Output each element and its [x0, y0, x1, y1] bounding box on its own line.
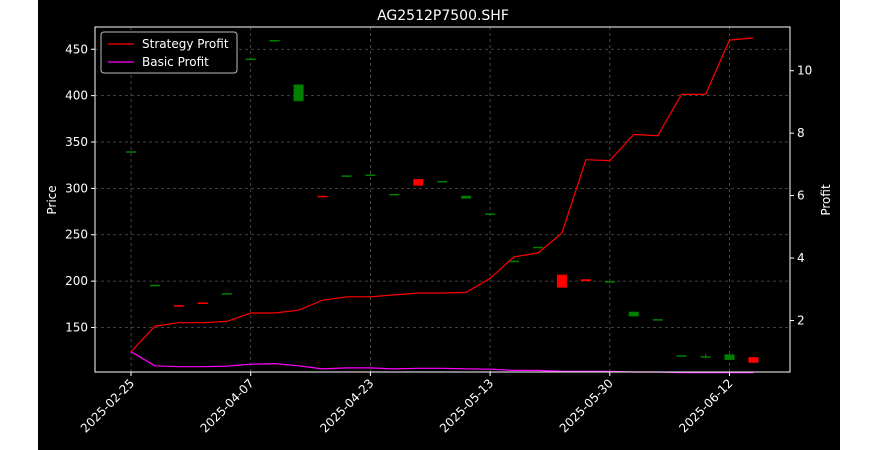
candle-body: [341, 175, 352, 177]
candle-body: [149, 284, 160, 287]
candle-body: [317, 195, 328, 198]
y-tick-label: 300: [65, 181, 88, 195]
chart-title: AG2512P7500.SHF: [377, 8, 509, 24]
x-tick-label: 2025-06-12: [676, 376, 735, 435]
y-tick-label: 150: [65, 320, 88, 334]
x-tick-label: 2025-05-13: [437, 376, 496, 435]
axes-layer: 150 200 250 300 350 400 450 2 4 6 8 10 2025-02-25 202…: [65, 42, 812, 435]
candle-body: [652, 319, 663, 321]
basic-profit-line: [130, 351, 754, 374]
candle-body: [748, 357, 759, 363]
x-tick-label: 2025-02-25: [78, 376, 137, 435]
legend-basic-label: Basic Profit: [142, 55, 209, 69]
y2-axis-label: Profit: [819, 184, 833, 216]
strategy-profit-line: [130, 37, 754, 353]
candle-body: [245, 58, 256, 61]
candle-body: [604, 281, 615, 283]
x-tick-label: 2025-05-30: [557, 376, 616, 435]
candle-body: [532, 246, 543, 249]
candle-body: [580, 279, 591, 282]
y2-tick-label: 10: [797, 64, 812, 78]
y-tick-label: 200: [65, 274, 88, 288]
candle-body: [173, 305, 184, 307]
candles-layer: [126, 39, 759, 363]
candle-body: [197, 302, 208, 304]
legend-box: [100, 31, 238, 74]
candle-body: [389, 193, 400, 196]
y2-tick-label: 6: [797, 189, 805, 203]
y2-tick-label: 4: [797, 251, 805, 265]
candle-body: [293, 84, 304, 102]
candle-body: [724, 354, 735, 360]
profit-lines-layer: [130, 37, 754, 374]
legend-strategy-label: Strategy Profit: [142, 37, 229, 51]
x-tick-label: 2025-04-23: [317, 376, 376, 435]
candle-body: [437, 180, 448, 183]
candle-body: [413, 179, 424, 186]
candle-body: [485, 213, 496, 215]
candle-body: [556, 274, 567, 288]
y-axis-label: Price: [45, 185, 59, 214]
y-tick-label: 400: [65, 89, 88, 103]
candle-body: [676, 355, 687, 357]
grid-lines: [95, 27, 790, 372]
candle-body: [700, 356, 711, 358]
y-tick-label: 350: [65, 135, 88, 149]
candlestick-chart: AG2512P7500.SHF 150 200 250 300 350 400 450 2 4 6…: [45, 8, 833, 435]
y2-tick-label: 2: [797, 313, 805, 327]
y-tick-label: 250: [65, 228, 88, 242]
candle-body: [221, 293, 232, 295]
candle-body: [126, 151, 136, 153]
candle-body: [365, 174, 376, 176]
candle-body: [269, 39, 280, 42]
candle-body: [509, 260, 520, 263]
legend: Strategy Profit Basic Profit: [100, 31, 238, 74]
x-tick-label: 2025-04-07: [198, 376, 257, 435]
y-tick-label: 450: [65, 42, 88, 56]
candle-body: [461, 195, 472, 199]
plot-frame: [94, 26, 791, 373]
chart-figure: AG2512P7500.SHF 150 200 250 300 350 400 450 2 4 6…: [38, 0, 840, 450]
y2-tick-label: 8: [797, 126, 805, 140]
candle-body: [628, 311, 639, 317]
